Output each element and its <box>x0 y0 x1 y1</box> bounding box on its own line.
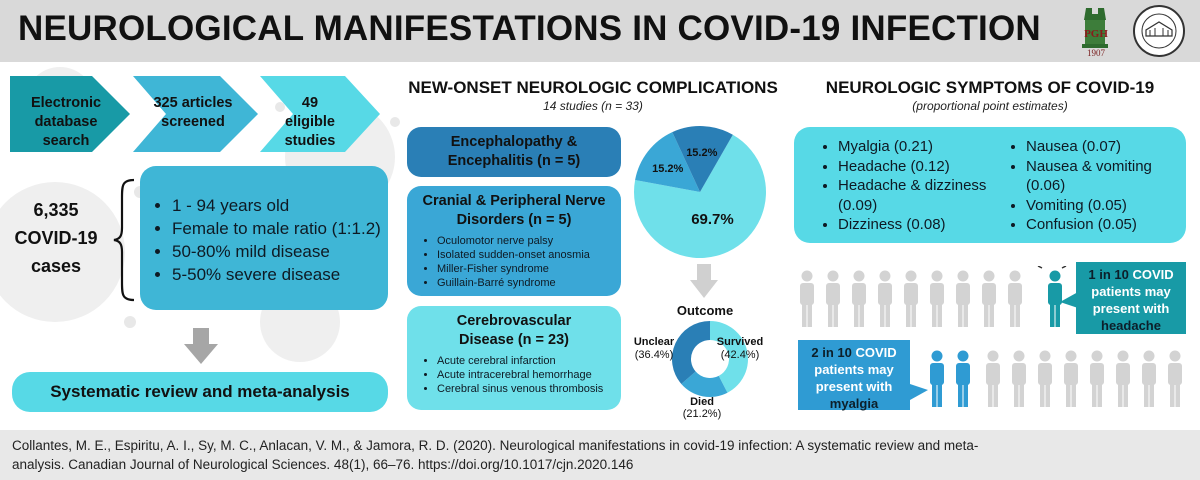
complications-title: NEW-ONSET NEUROLOGIC COMPLICATIONS <box>408 78 778 97</box>
page-title: NEUROLOGICAL MANIFESTATIONS IN COVID-19 … <box>18 9 1041 48</box>
chevron-step-3 <box>260 76 380 152</box>
person-icon <box>986 350 1000 407</box>
person-icon <box>1090 350 1104 407</box>
person-icon <box>878 270 892 327</box>
person-icon <box>826 270 840 327</box>
nerve-disorders-box: Cranial & Peripheral Nerve Disorders (n … <box>407 186 621 296</box>
cases-count: 6,335 COVID-19 cases <box>14 200 98 276</box>
up-pgh-logo: 1907 PGH <box>1070 4 1122 58</box>
myalgia-person-icon <box>956 350 970 407</box>
person-icon <box>904 270 918 327</box>
step-database-search: Electronic database search <box>30 95 102 149</box>
donut-segment <box>672 321 710 384</box>
person-icon <box>1142 350 1156 407</box>
myalgia-people-row <box>930 350 1182 407</box>
chevron-step-1 <box>10 76 130 152</box>
person-icon <box>800 270 814 327</box>
person-icon <box>1168 350 1182 407</box>
symptoms-title: NEUROLOGIC SYMPTOMS OF COVID-19 <box>825 78 1155 97</box>
pie-label: 15.2% <box>652 163 683 175</box>
symptoms-list-left: Myalgia (0.21) Headache (0.12) Headache … <box>818 137 998 235</box>
pie-label: 15.2% <box>686 147 717 159</box>
header-bar <box>0 0 1200 62</box>
pie-slice <box>634 134 766 258</box>
citation-text: Collantes, M. E., Espiritu, A. I., Sy, M… <box>12 438 979 472</box>
outcome-donut-chart <box>672 321 748 397</box>
outcome-died-label: Died (21.2%) <box>682 396 722 420</box>
outcome-survived-label: Survived (42.4%) <box>716 336 764 361</box>
person-icon <box>1064 350 1078 407</box>
step-eligible-studies: 49 eligible studies <box>284 95 336 149</box>
person-icon <box>852 270 866 327</box>
symptoms-list-right: Nausea (0.07) Nausea & vomiting (0.06) V… <box>1006 137 1186 235</box>
headache-person-icon <box>1037 266 1067 327</box>
cerebrovascular-box: Cerebrovascular Disease (n = 23) Acute c… <box>407 306 621 410</box>
symptoms-box: Myalgia (0.21) Headache (0.12) Headache … <box>794 127 1186 243</box>
footer-bar <box>0 430 1200 480</box>
demographics-list: 1 - 94 years old Female to male ratio (1… <box>152 194 388 286</box>
neurology-seal-logo <box>1132 4 1185 58</box>
person-icon <box>1012 350 1026 407</box>
headache-people-row <box>800 266 1067 327</box>
person-icon <box>930 270 944 327</box>
left-brace-icon <box>113 178 135 302</box>
pie-slice <box>635 132 700 192</box>
person-icon <box>1038 350 1052 407</box>
chevron-step-2 <box>133 76 258 152</box>
callout-pointer-icon <box>1060 292 1078 308</box>
complications-pie-chart: 69.7% 15.2%15.2% <box>634 126 766 258</box>
person-icon <box>1116 350 1130 407</box>
demographics-box: 1 - 94 years old Female to male ratio (1… <box>140 166 388 310</box>
complications-subtitle: 14 studies (n = 33) <box>543 99 643 113</box>
myalgia-callout: 2 in 10 COVID patients may present with … <box>798 340 910 411</box>
donut-segment <box>710 321 748 393</box>
nerve-disorders-list: Oculomotor nerve palsy Isolated sudden-o… <box>421 234 621 290</box>
pie-label: 69.7% <box>691 211 734 228</box>
symptoms-subtitle: (proportional point estimates) <box>912 99 1068 113</box>
down-arrow-icon <box>690 264 718 298</box>
cerebrovascular-list: Acute cerebral infarction Acute intracer… <box>421 354 621 396</box>
myalgia-person-icon <box>930 350 944 407</box>
donut-segment <box>681 371 728 397</box>
down-arrow-icon <box>184 328 218 364</box>
person-icon <box>982 270 996 327</box>
person-icon <box>956 270 970 327</box>
svg-text:PGH: PGH <box>1084 28 1108 40</box>
encephalopathy-box: Encephalopathy & Encephalitis (n = 5) <box>407 127 621 177</box>
person-icon <box>1008 270 1022 327</box>
step-articles-screened: 325 articles screened <box>153 95 233 130</box>
callout-pointer-icon <box>910 384 928 400</box>
svg-text:1907: 1907 <box>1087 48 1106 58</box>
headache-callout: 1 in 10 COVID patients may present with … <box>1076 262 1186 334</box>
outcome-title: Outcome <box>676 303 734 318</box>
outcome-unclear-label: Unclear (36.4%) <box>633 336 675 361</box>
search-flow-chevrons <box>10 76 380 152</box>
systematic-review-pill: Systematic review and meta-analysis <box>12 372 388 412</box>
pie-slice <box>672 126 733 192</box>
